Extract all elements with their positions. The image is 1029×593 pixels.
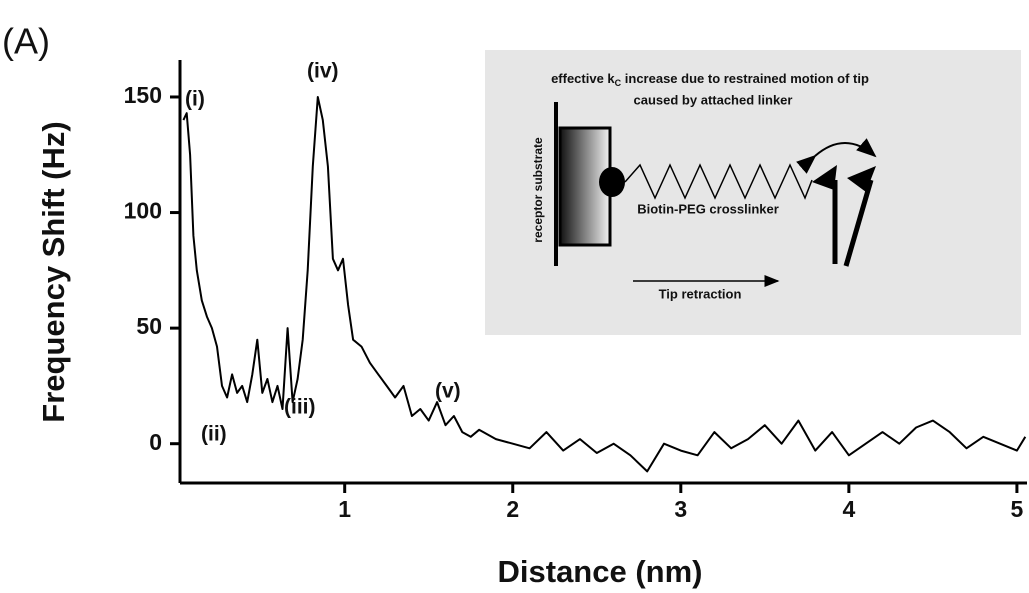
annotation: (iii): [284, 396, 316, 419]
retraction-label: Tip retraction: [659, 286, 742, 301]
motion-arrow: [796, 138, 877, 174]
y-tick-label: 0: [149, 429, 162, 455]
substrate-label: receptor substrate: [531, 137, 545, 243]
x-tick-label: 5: [1011, 496, 1024, 522]
panel-label: (A): [2, 21, 50, 62]
data-line: [182, 96, 1027, 473]
inset-title: caused by attached linker: [634, 92, 793, 107]
x-tick-label: 2: [506, 496, 519, 522]
linker-label: Biotin-PEG crosslinker: [637, 201, 779, 216]
y-tick-label: 150: [124, 82, 162, 108]
annotation: (i): [185, 88, 205, 111]
x-tick-label: 4: [842, 496, 855, 522]
y-tick-label: 50: [136, 313, 162, 339]
biotin: [599, 167, 625, 197]
annotation: (ii): [201, 423, 227, 446]
inset: effective kC increase due to restrained …: [485, 50, 1021, 335]
x-tick-label: 3: [674, 496, 687, 522]
y-axis-title: Frequency Shift (Hz): [36, 121, 71, 422]
linker: [624, 163, 813, 200]
annotation: (v): [435, 380, 461, 403]
y-tick-label: 100: [124, 198, 162, 224]
x-axis-title: Distance (nm): [498, 554, 703, 589]
cantilever: [843, 179, 874, 267]
annotation: (iv): [307, 60, 339, 83]
x-tick-label: 1: [338, 496, 351, 522]
inset-title: effective kC increase due to restrained …: [551, 71, 869, 88]
